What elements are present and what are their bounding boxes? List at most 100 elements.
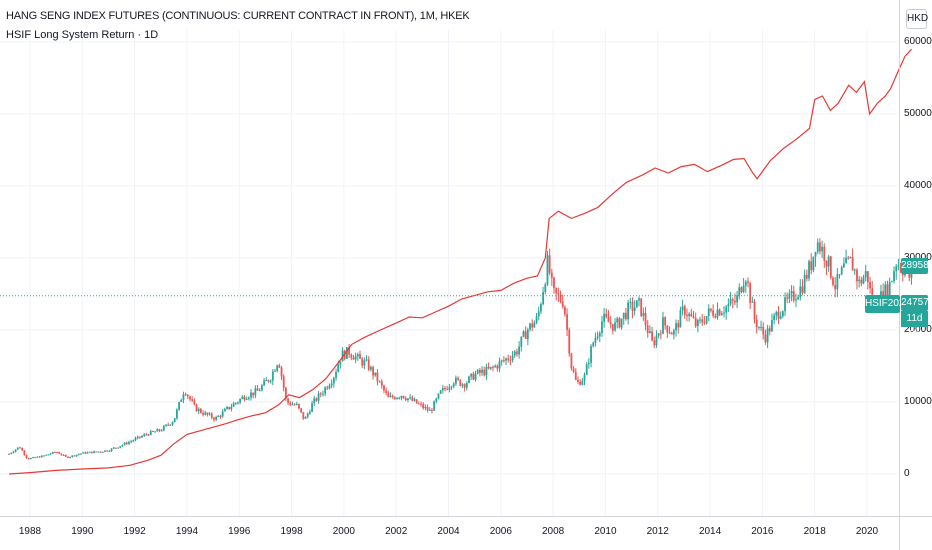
y-tick-label: 40000 <box>904 180 932 191</box>
candle-body <box>114 447 117 449</box>
candle-body <box>62 454 65 456</box>
candle-body <box>311 403 313 412</box>
candle-body <box>744 281 747 286</box>
candle-body <box>723 312 725 314</box>
candle-body <box>75 454 78 457</box>
candle-body <box>481 369 483 373</box>
candle-body <box>274 370 276 372</box>
candle-body <box>106 450 109 452</box>
candle-body <box>583 374 586 381</box>
candle-body <box>298 403 300 409</box>
candle-body <box>618 318 621 328</box>
candle-body <box>354 356 357 360</box>
candle-body <box>461 384 464 386</box>
candle-body <box>350 354 353 358</box>
system-value-tag: 28958 <box>901 257 929 274</box>
candle-body <box>437 393 440 399</box>
candle-body <box>609 322 612 325</box>
candle-body <box>683 306 686 315</box>
x-tick-label: 2002 <box>385 526 408 537</box>
candle-body <box>391 395 394 398</box>
candle-body <box>731 299 734 301</box>
candle-body <box>337 364 340 373</box>
candle-body <box>585 364 588 375</box>
candle-body <box>509 359 512 361</box>
candle-body <box>812 256 815 271</box>
candle-body <box>217 415 220 417</box>
candle-body <box>886 284 889 297</box>
candle-body <box>779 316 782 319</box>
candle-body <box>252 392 255 396</box>
candle-body <box>435 398 438 402</box>
candle-body <box>51 451 54 454</box>
candle-body <box>472 373 475 380</box>
candle-body <box>594 337 597 343</box>
candle-body <box>152 431 154 433</box>
indicator-legend[interactable]: HSIF Long System Return · 1D <box>6 29 159 41</box>
candle-body <box>705 316 708 324</box>
candle-body <box>101 451 104 453</box>
candle-body <box>370 367 372 370</box>
candle-body <box>834 284 837 290</box>
candle-body <box>143 434 146 436</box>
candle-body <box>664 317 667 326</box>
candle-body <box>206 412 209 415</box>
candle-body <box>189 396 191 400</box>
candle-body <box>77 454 80 456</box>
system-return-line[interactable] <box>9 48 912 475</box>
candle-body <box>851 257 854 271</box>
x-tick-label: 2016 <box>751 526 774 537</box>
candle-body <box>302 412 305 419</box>
candle-body <box>897 265 900 267</box>
candle-body <box>21 447 24 451</box>
candle-body <box>829 256 832 278</box>
candle-body <box>696 319 699 327</box>
y-tick-label: 0 <box>904 468 910 479</box>
y-tick-label: 60000 <box>904 36 932 47</box>
candle-body <box>263 380 265 386</box>
candle-body <box>173 418 176 423</box>
candle-body <box>304 417 307 419</box>
candle-body <box>755 319 758 328</box>
candle-body <box>8 453 10 455</box>
candle-body <box>531 323 534 328</box>
candle-body <box>816 242 819 253</box>
candle-body <box>254 388 257 396</box>
candle-body <box>19 447 21 449</box>
candle-body <box>753 301 756 320</box>
candle-body <box>393 397 396 400</box>
candle-body <box>699 319 701 321</box>
candle-body <box>295 403 298 405</box>
candle-body <box>91 451 93 454</box>
x-tick-label: 1990 <box>71 526 94 537</box>
candle-body <box>622 312 625 319</box>
candle-body <box>396 397 398 400</box>
candle-body <box>803 274 806 293</box>
candle-body <box>243 396 246 400</box>
candle-body <box>280 367 283 377</box>
candle-body <box>640 298 643 316</box>
candle-body <box>424 407 427 409</box>
candle-body <box>210 413 213 418</box>
candle-body <box>563 306 566 315</box>
candle-body <box>356 354 359 357</box>
candle-body <box>287 398 289 403</box>
candle-body <box>511 355 514 361</box>
candle-body <box>659 333 662 335</box>
candle-body <box>681 306 684 310</box>
currency-badge[interactable]: HKD <box>906 9 928 29</box>
candle-body <box>864 271 867 278</box>
candle-body <box>282 376 285 388</box>
candle-body <box>119 446 122 448</box>
candle-body <box>635 300 638 308</box>
candle-body <box>306 413 309 418</box>
candle-body <box>250 392 252 398</box>
candle-body <box>156 429 159 432</box>
candle-body <box>130 441 133 443</box>
candle-body <box>492 366 494 368</box>
candle-body <box>199 408 202 413</box>
candle-body <box>413 399 416 401</box>
candle-body <box>825 260 828 267</box>
